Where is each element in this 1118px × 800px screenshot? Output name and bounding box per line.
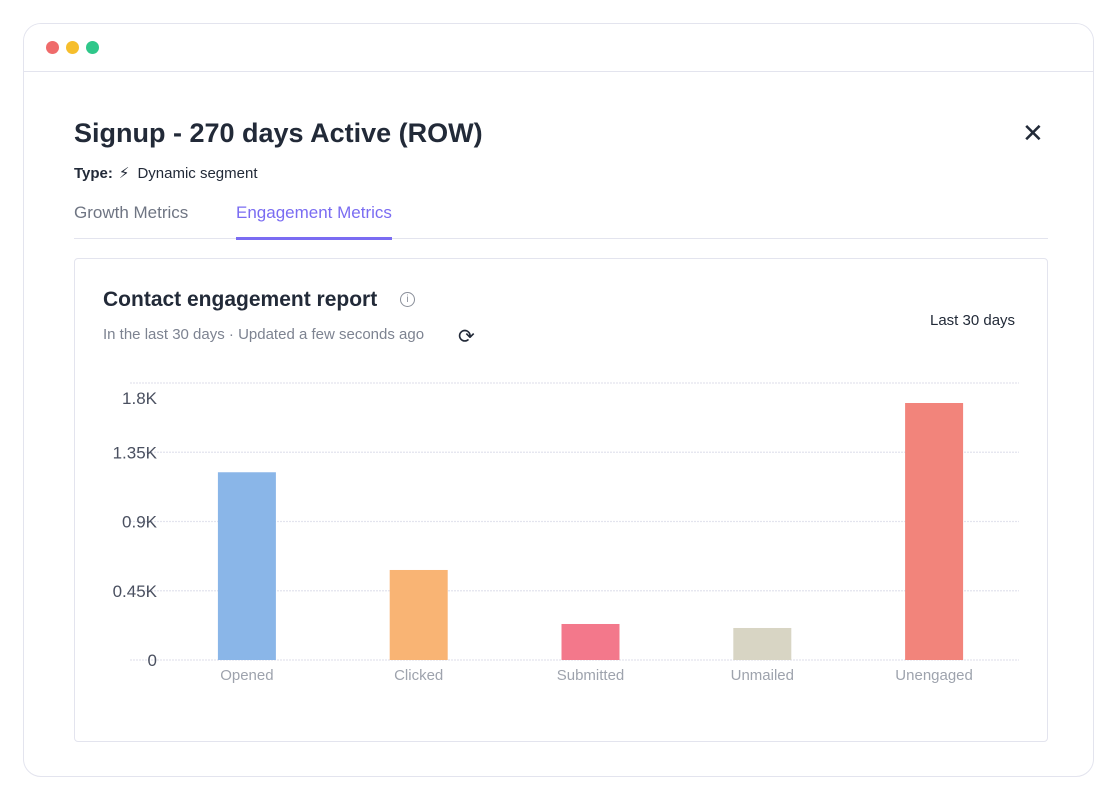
maximize-window-dot[interactable] [86, 41, 99, 54]
app-window [23, 23, 1094, 777]
refresh-icon[interactable]: ⟳ [458, 326, 475, 348]
y-tick-label: 1.35K [113, 443, 158, 462]
date-range[interactable]: Last 30 days [930, 312, 1016, 329]
bar-clicked [389, 569, 448, 660]
close-icon[interactable]: ✕ [1022, 118, 1044, 148]
type-value: Dynamic segment [137, 165, 258, 182]
bar-unmailed [733, 627, 792, 660]
lightning-icon: ⚡︎ [118, 165, 130, 182]
close-window-dot[interactable] [46, 41, 59, 54]
x-tick-label: Unmailed [731, 667, 794, 684]
tab-engagement-metrics[interactable]: Engagement Metrics [236, 203, 392, 240]
tab-growth-metrics[interactable]: Growth Metrics [74, 203, 189, 222]
bar-opened [217, 472, 276, 660]
y-tick-label: 1.8K [122, 389, 158, 408]
type-label: Type: [74, 165, 113, 182]
card-subtitle: In the last 30 days · Updated a few seco… [103, 326, 425, 343]
page-title: Signup - 270 days Active (ROW) [74, 118, 483, 148]
report-card [74, 258, 1048, 742]
x-tick-label: Submitted [557, 667, 625, 684]
info-icon[interactable]: i [400, 292, 415, 307]
y-tick-label: 0 [148, 651, 157, 670]
x-tick-label: Unengaged [895, 667, 973, 684]
bar-unengaged [905, 403, 964, 660]
x-tick-label: Clicked [394, 667, 443, 684]
y-tick-label: 0.9K [122, 513, 158, 532]
title-bar [24, 24, 1093, 72]
bar-submitted [561, 623, 620, 660]
y-tick-label: 0.45K [113, 582, 158, 601]
x-tick-label: Opened [220, 667, 273, 684]
tabs: Growth Metrics Engagement Metrics [74, 200, 1048, 240]
card-title: Contact engagement report [103, 288, 378, 311]
segment-type: Type: ⚡︎ Dynamic segment [74, 164, 258, 182]
minimize-window-dot[interactable] [66, 41, 79, 54]
